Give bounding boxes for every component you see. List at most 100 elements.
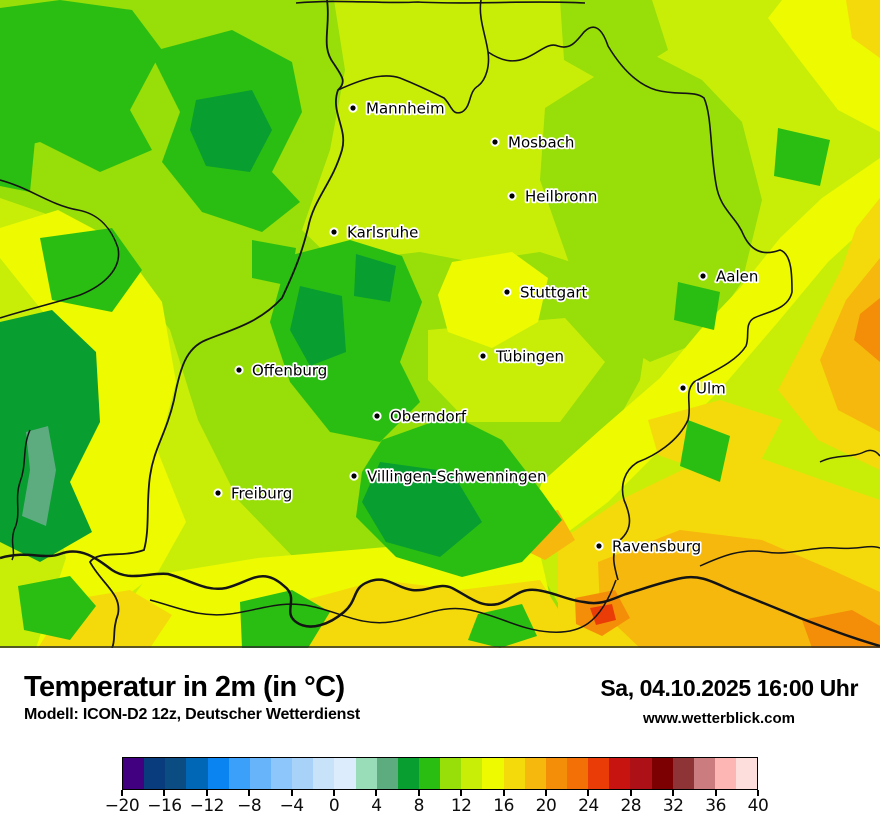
temp-region	[468, 604, 537, 648]
border-line	[149, 579, 617, 633]
temp-region	[354, 254, 396, 302]
colorbar-tick-label: 8	[413, 796, 425, 816]
border-lines	[0, 0, 880, 649]
temp-region	[560, 0, 668, 86]
colorbar-tick-label: 16	[493, 796, 514, 816]
colorbar-segment	[714, 758, 737, 789]
city-label: Oberndorf	[390, 408, 467, 426]
temp-region	[428, 318, 605, 422]
city-marker-heilbronn: Heilbronn	[507, 186, 599, 207]
colorbar-tick	[163, 790, 166, 796]
colorbar-tick-label: 0	[328, 796, 340, 816]
temp-region	[528, 158, 880, 532]
city-dot	[502, 287, 512, 297]
colorbar-segment	[397, 758, 419, 789]
temp-region	[0, 0, 162, 172]
colorbar-tick-label: −20	[104, 796, 140, 816]
temp-region	[802, 610, 880, 648]
city-label: Freiburg	[231, 485, 292, 503]
weather-map: Mannheim Mosbach Heilbronn Karlsruhe Stuttga…	[0, 0, 880, 649]
temp-region	[674, 282, 720, 330]
colorbar-segment	[418, 758, 441, 789]
city-dot	[213, 488, 223, 498]
city-dot	[349, 471, 359, 481]
city-label: Stuttgart	[520, 284, 588, 302]
border-line	[0, 179, 120, 319]
colorbar-segment	[736, 758, 758, 789]
colorbar-tick	[121, 790, 123, 796]
city-marker-ulm: Ulm	[678, 378, 728, 399]
colorbar-segment	[545, 758, 567, 789]
colorbar-segment	[313, 758, 335, 789]
colorbar-tick	[417, 790, 420, 796]
temp-region	[290, 286, 346, 366]
temp-region	[40, 228, 142, 312]
city-label: Karlsruhe	[347, 224, 418, 242]
temp-region	[820, 258, 880, 432]
colorbar-tick	[757, 790, 759, 796]
colorbar-segment	[440, 758, 462, 789]
colorbar-tick	[629, 790, 632, 796]
colorbar-tick	[375, 790, 378, 796]
border-line	[0, 550, 880, 648]
colorbar-tick-label: 28	[620, 796, 642, 816]
city-marker-villingen-schwenningen: Villingen-Schwenningen	[349, 466, 548, 487]
city-label: Mosbach	[508, 134, 574, 152]
colorbar-segment	[292, 758, 314, 789]
colorbar-segment	[588, 758, 610, 789]
border-line	[819, 449, 880, 463]
colorbar-segment	[207, 758, 229, 789]
page-title: Temperatur in 2m (in °C)	[24, 671, 345, 703]
temp-region	[590, 604, 616, 625]
city-label: Ulm	[696, 380, 726, 398]
colorbar-segment	[630, 758, 652, 789]
colorbar-tick	[248, 790, 251, 796]
city-marker-karlsruhe: Karlsruhe	[329, 222, 420, 243]
colorbar-tick-label: −8	[237, 796, 262, 816]
colorbar-tick	[545, 790, 547, 796]
colorbar-segment	[524, 758, 546, 789]
colorbar-tick-label: −12	[189, 796, 225, 816]
temp-region	[854, 298, 880, 362]
colorbar-tick	[714, 790, 717, 796]
border-line	[11, 429, 31, 561]
temp-region	[540, 48, 762, 362]
city-label: Villingen-Schwenningen	[367, 468, 547, 486]
colorbar-tick-label: 24	[578, 796, 599, 816]
colorbar-segment	[566, 758, 589, 789]
colorbar-segment	[609, 758, 631, 789]
temp-region	[0, 120, 36, 192]
border-line	[699, 545, 880, 567]
colorbar-segment	[376, 758, 398, 789]
city-label: Heilbronn	[525, 188, 597, 206]
temp-region	[0, 310, 100, 562]
city-dot	[594, 541, 604, 551]
colorbar-tick-label: 4	[371, 796, 382, 816]
city-label: Mannheim	[366, 100, 445, 118]
city-dot	[234, 365, 244, 375]
city-dot	[329, 227, 339, 237]
temp-region	[680, 420, 730, 482]
border-line	[88, 0, 345, 649]
colorbar-segment	[228, 758, 250, 789]
city-label: Ravensburg	[612, 538, 701, 556]
colorbar-segment	[165, 758, 187, 789]
city-marker-mosbach: Mosbach	[490, 132, 576, 153]
temp-region	[362, 462, 482, 557]
colorbar-segment	[270, 758, 293, 789]
city-marker-offenburg: Offenburg	[234, 360, 329, 381]
colorbar-segment	[249, 758, 271, 789]
city-dot	[490, 137, 500, 147]
colorbar-segment	[461, 758, 483, 789]
datetime-label: Sa, 04.10.2025 16:00 Uhr	[600, 675, 858, 701]
city-marker-stuttgart: Stuttgart	[502, 282, 589, 303]
model-info: Modell: ICON-D2 12z, Deutscher Wetterdie…	[24, 706, 361, 723]
city-marker-t-bingen: Tübingen	[478, 346, 566, 367]
temp-region	[240, 590, 330, 648]
colorbar-tick-label: −4	[279, 796, 305, 816]
colorbar-segment	[334, 758, 356, 789]
city-dot	[678, 383, 688, 393]
city-dot	[372, 411, 382, 421]
website-label: www.wetterblick.com	[643, 710, 795, 727]
